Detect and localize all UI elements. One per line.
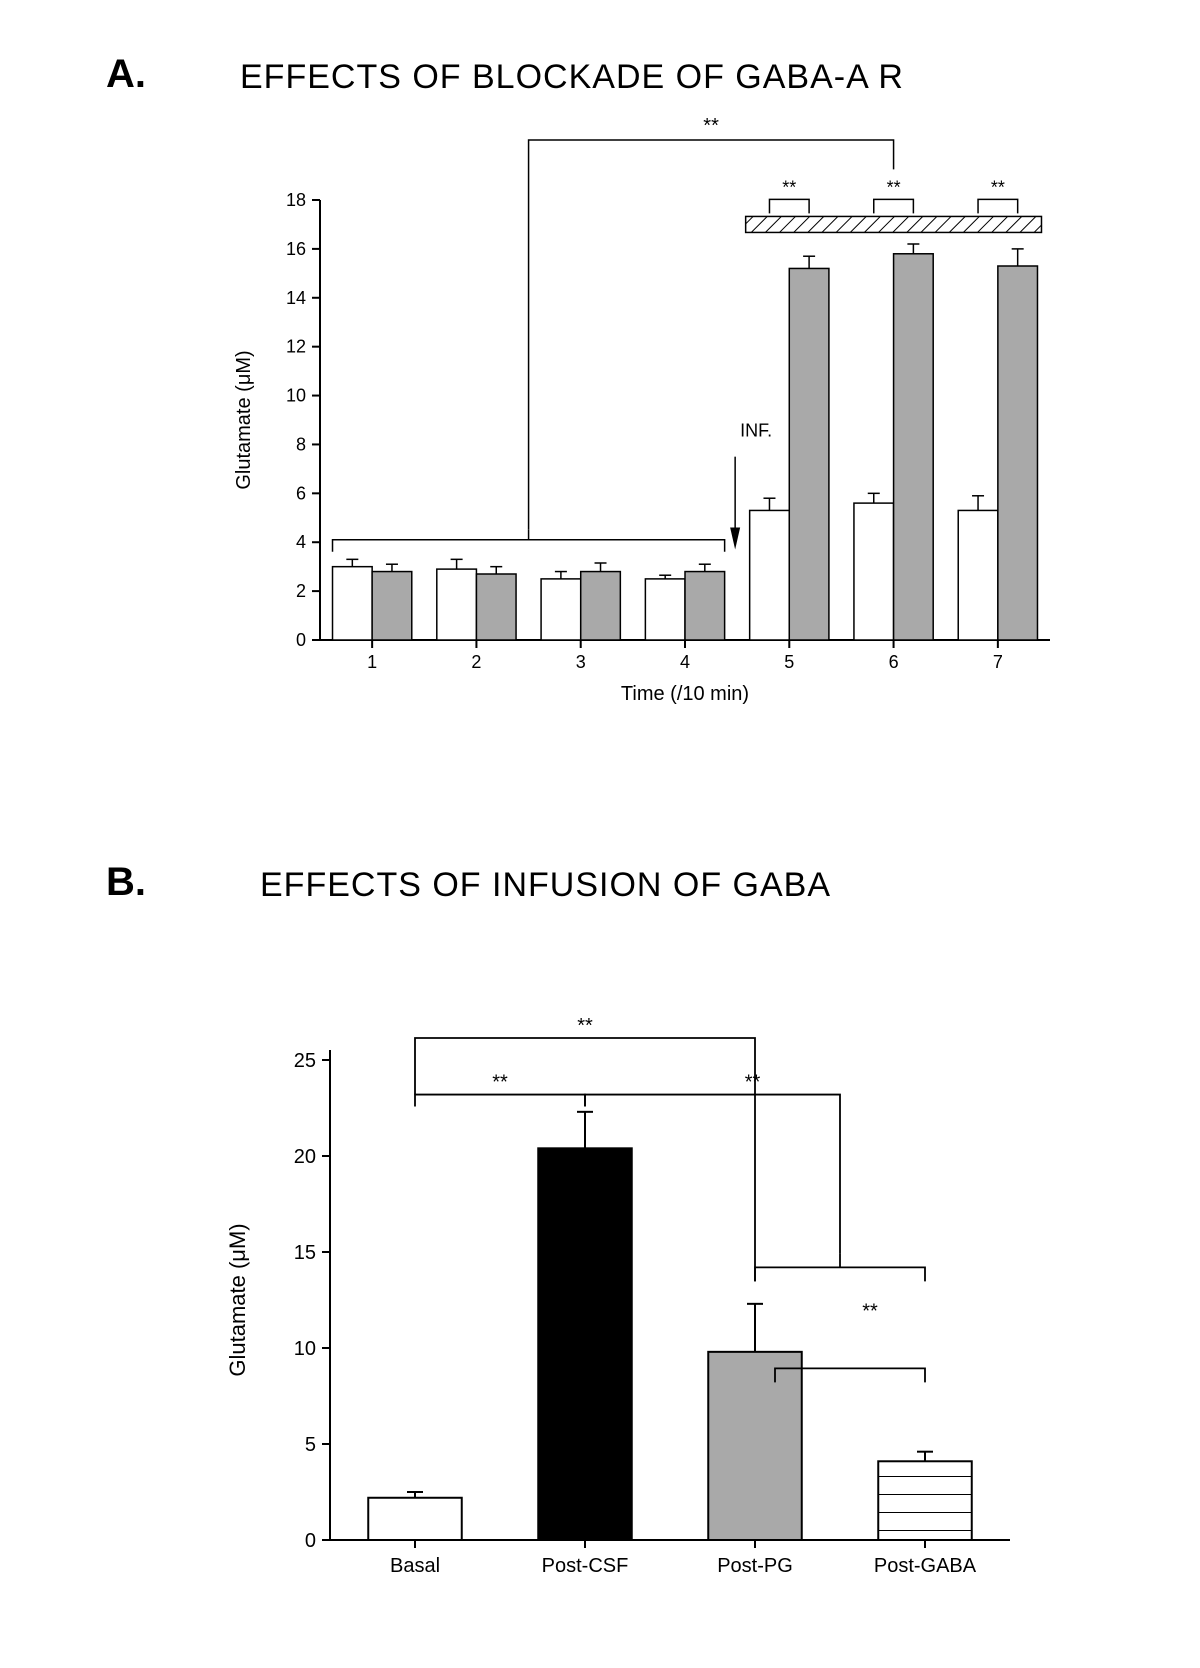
svg-text:25: 25 <box>294 1050 316 1072</box>
svg-text:18: 18 <box>286 190 306 210</box>
svg-text:6: 6 <box>296 483 306 503</box>
svg-text:0: 0 <box>296 630 306 650</box>
chart-b: 0 5 10 15 20 25 Basal Post-CSF Post-PG Post-GABA G… <box>170 900 1070 1620</box>
svg-text:INF.: INF. <box>740 420 772 440</box>
svg-text:0: 0 <box>305 1530 316 1552</box>
svg-text:**: ** <box>862 1300 878 1322</box>
svg-text:**: ** <box>492 1072 508 1094</box>
svg-text:6: 6 <box>889 652 899 672</box>
svg-text:**: ** <box>991 177 1005 197</box>
svg-text:1: 1 <box>367 652 377 672</box>
svg-text:8: 8 <box>296 434 306 454</box>
panel-b-label: B. <box>106 860 146 905</box>
svg-text:10: 10 <box>286 386 306 406</box>
svg-text:**: ** <box>577 1015 593 1037</box>
svg-text:2: 2 <box>471 652 481 672</box>
svg-text:4: 4 <box>680 652 690 672</box>
svg-text:Glutamate (μM): Glutamate (μM) <box>233 350 255 489</box>
svg-text:3: 3 <box>576 652 586 672</box>
svg-text:Time (/10 min): Time (/10 min) <box>621 683 749 705</box>
svg-text:15: 15 <box>294 1242 316 1264</box>
svg-text:Post-PG: Post-PG <box>717 1555 793 1577</box>
svg-text:Post-GABA: Post-GABA <box>874 1555 977 1577</box>
svg-text:Post-CSF: Post-CSF <box>542 1555 629 1577</box>
svg-text:Glutamate (μM): Glutamate (μM) <box>225 1223 250 1376</box>
svg-text:20: 20 <box>294 1146 316 1168</box>
svg-text:**: ** <box>782 177 796 197</box>
svg-text:**: ** <box>887 177 901 197</box>
chart-a: 0246810121416181234567Glutamate (μM)Time… <box>190 100 1090 740</box>
svg-text:2: 2 <box>296 581 306 601</box>
svg-text:5: 5 <box>305 1434 316 1456</box>
svg-text:5: 5 <box>784 652 794 672</box>
panel-a-title: EFFECTS OF BLOCKADE OF GABA-A R <box>240 58 904 97</box>
svg-text:14: 14 <box>286 288 306 308</box>
svg-text:**: ** <box>703 115 719 137</box>
svg-text:10: 10 <box>294 1338 316 1360</box>
panel-a-label: A. <box>106 52 146 97</box>
svg-text:4: 4 <box>296 532 306 552</box>
svg-text:7: 7 <box>993 652 1003 672</box>
svg-text:Basal: Basal <box>390 1555 440 1577</box>
svg-text:12: 12 <box>286 337 306 357</box>
svg-text:**: ** <box>745 1072 761 1094</box>
svg-text:16: 16 <box>286 239 306 259</box>
